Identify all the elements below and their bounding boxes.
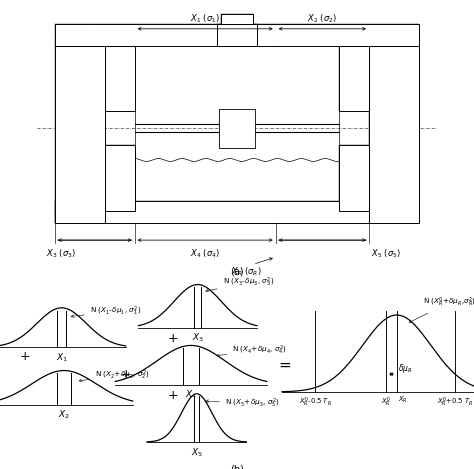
Bar	[55, 24, 419, 46]
Bar	[217, 24, 257, 46]
Bar	[339, 145, 369, 211]
Bar	[339, 46, 369, 112]
Text: $X_1$: $X_1$	[55, 351, 68, 363]
Text: (b): (b)	[230, 464, 244, 469]
Text: $\delta\mu_R$: $\delta\mu_R$	[398, 362, 413, 375]
Bar	[369, 46, 419, 223]
Text: N $(X_R^0$+$\delta\mu_R$,$\sigma^2_R)$: N $(X_R^0$+$\delta\mu_R$,$\sigma^2_R)$	[409, 296, 474, 323]
Text: +: +	[168, 332, 178, 345]
Text: $X_2$: $X_2$	[58, 408, 70, 421]
Bar	[219, 109, 255, 148]
Text: N $(X_4$+$\delta\mu_4$, $\sigma^2_4)$: N $(X_4$+$\delta\mu_4$, $\sigma^2_4)$	[217, 343, 287, 357]
Bar	[55, 46, 105, 223]
Bar	[221, 14, 253, 24]
Bar	[105, 145, 135, 211]
Bar	[339, 145, 369, 211]
Text: +: +	[168, 389, 178, 402]
Bar	[369, 46, 419, 223]
Bar	[55, 201, 419, 223]
Text: N $(X_5$+$\delta\mu_5$, $\sigma^2_5)$: N $(X_5$+$\delta\mu_5$, $\sigma^2_5)$	[206, 397, 280, 410]
Text: $X_3$: $X_3$	[191, 332, 204, 344]
Text: $X_R$: $X_R$	[398, 395, 408, 405]
Bar	[339, 46, 369, 112]
Text: $X_4\ (\sigma_4)$: $X_4\ (\sigma_4)$	[190, 248, 220, 260]
Text: $X_R\ (\sigma_R)$: $X_R\ (\sigma_R)$	[231, 265, 261, 278]
Bar	[55, 24, 419, 46]
Text: N $(X_2$+$\delta\mu_2$, $\sigma^2_2)$: N $(X_2$+$\delta\mu_2$, $\sigma^2_2)$	[79, 368, 149, 382]
Text: +: +	[120, 368, 131, 380]
Text: $X_5\ (\sigma_5)$: $X_5\ (\sigma_5)$	[371, 248, 401, 260]
Text: $X_4$: $X_4$	[185, 389, 197, 401]
Text: $X_R^0$-0.5 $T_R$: $X_R^0$-0.5 $T_R$	[299, 395, 332, 408]
Text: $X_3\ (\sigma_3)$: $X_3\ (\sigma_3)$	[46, 248, 76, 260]
Bar	[221, 14, 253, 24]
Bar	[105, 46, 135, 112]
Bar	[105, 145, 135, 211]
Text: (a): (a)	[230, 266, 244, 277]
Text: $X_R^0$+0.5 $T_R$: $X_R^0$+0.5 $T_R$	[437, 395, 473, 408]
Text: N $(X_3$-$\delta\mu_3$, $\sigma^2_3)$: N $(X_3$-$\delta\mu_3$, $\sigma^2_3)$	[206, 276, 274, 292]
Text: $X_5$: $X_5$	[191, 446, 203, 459]
Text: =: =	[278, 358, 291, 373]
Text: $X_R^0$: $X_R^0$	[381, 395, 392, 408]
Bar	[217, 24, 257, 46]
Bar	[55, 201, 419, 223]
Text: N $(X_1$-$\delta\mu_1$, $\sigma^2_1)$: N $(X_1$-$\delta\mu_1$, $\sigma^2_1)$	[71, 305, 141, 318]
Bar	[55, 46, 105, 223]
Text: $X_2\ (\sigma_2)$: $X_2\ (\sigma_2)$	[307, 13, 337, 25]
Text: $X_1\ (\sigma_1)$: $X_1\ (\sigma_1)$	[190, 13, 220, 25]
Text: +: +	[19, 350, 30, 363]
Bar	[105, 46, 135, 112]
